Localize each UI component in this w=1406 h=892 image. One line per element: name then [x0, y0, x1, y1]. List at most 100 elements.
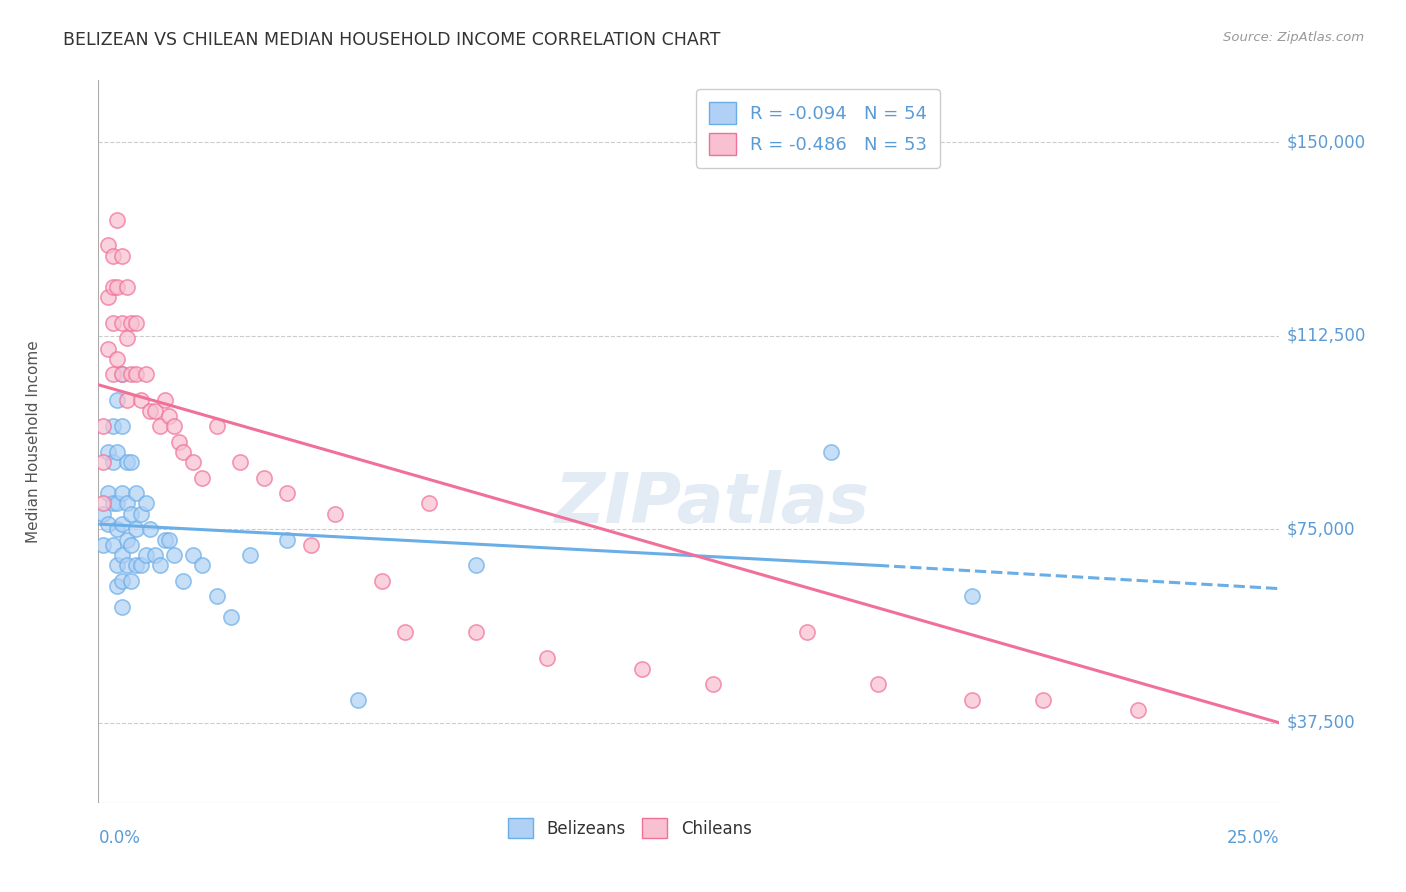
Point: [105, 351, 128, 366]
Point: [111, 548, 134, 562]
Point: [125, 368, 148, 382]
Point: [115, 393, 138, 408]
Point: [115, 455, 138, 469]
Point: [97, 342, 120, 356]
Point: [962, 692, 984, 706]
Point: [205, 419, 228, 434]
Point: [97, 290, 120, 304]
Point: [105, 558, 128, 573]
Point: [163, 419, 186, 434]
Point: [135, 368, 157, 382]
Point: [97, 445, 120, 459]
Point: [219, 610, 242, 624]
Point: [181, 548, 204, 562]
Point: [371, 574, 394, 588]
Point: [796, 625, 818, 640]
Point: [149, 558, 172, 573]
Text: $75,000: $75,000: [1286, 520, 1355, 538]
Point: [111, 368, 134, 382]
Point: [111, 574, 134, 588]
Text: 25.0%: 25.0%: [1227, 829, 1279, 847]
Point: [121, 455, 143, 469]
Point: [172, 445, 194, 459]
Point: [866, 677, 889, 691]
Point: [347, 692, 370, 706]
Point: [157, 533, 180, 547]
Point: [172, 574, 194, 588]
Text: 0.0%: 0.0%: [98, 829, 141, 847]
Point: [101, 496, 124, 510]
Point: [115, 558, 138, 573]
Point: [121, 507, 143, 521]
Text: BELIZEAN VS CHILEAN MEDIAN HOUSEHOLD INCOME CORRELATION CHART: BELIZEAN VS CHILEAN MEDIAN HOUSEHOLD INC…: [63, 31, 721, 49]
Point: [149, 419, 172, 434]
Point: [101, 368, 124, 382]
Point: [229, 455, 252, 469]
Point: [111, 517, 134, 532]
Point: [101, 538, 124, 552]
Point: [962, 590, 984, 604]
Point: [97, 517, 120, 532]
Point: [101, 419, 124, 434]
Point: [115, 496, 138, 510]
Point: [153, 533, 176, 547]
Point: [139, 522, 162, 536]
Point: [101, 316, 124, 330]
Point: [105, 496, 128, 510]
Point: [115, 279, 138, 293]
Point: [101, 249, 124, 263]
Point: [125, 316, 148, 330]
Point: [135, 496, 157, 510]
Point: [205, 590, 228, 604]
Point: [239, 548, 262, 562]
Point: [1032, 692, 1054, 706]
Point: [153, 393, 176, 408]
Text: Median Household Income: Median Household Income: [25, 340, 41, 543]
Point: [630, 662, 652, 676]
Point: [115, 533, 138, 547]
Point: [129, 393, 152, 408]
Point: [125, 522, 148, 536]
Point: [323, 507, 346, 521]
Point: [299, 538, 322, 552]
Point: [121, 574, 143, 588]
Point: [536, 651, 558, 665]
Text: ZIPatlas: ZIPatlas: [555, 470, 870, 537]
Point: [276, 533, 298, 547]
Point: [139, 403, 162, 417]
Point: [121, 538, 143, 552]
Point: [143, 403, 166, 417]
Point: [101, 455, 124, 469]
Point: [105, 279, 128, 293]
Point: [91, 419, 114, 434]
Point: [181, 455, 204, 469]
Point: [105, 445, 128, 459]
Point: [276, 486, 298, 500]
Point: [253, 471, 276, 485]
Point: [125, 486, 148, 500]
Point: [191, 471, 214, 485]
Text: $112,500: $112,500: [1286, 326, 1365, 344]
Point: [91, 455, 114, 469]
Point: [111, 368, 134, 382]
Point: [702, 677, 724, 691]
Point: [97, 238, 120, 252]
Point: [129, 558, 152, 573]
Point: [111, 599, 134, 614]
Point: [135, 548, 157, 562]
Point: [1126, 703, 1149, 717]
Point: [129, 507, 152, 521]
Point: [191, 558, 214, 573]
Point: [97, 486, 120, 500]
Point: [157, 409, 180, 423]
Point: [394, 625, 416, 640]
Point: [121, 316, 143, 330]
Point: [143, 548, 166, 562]
Point: [465, 558, 488, 573]
Point: [111, 419, 134, 434]
Point: [418, 496, 440, 510]
Point: [115, 331, 138, 345]
Point: [111, 486, 134, 500]
Point: [91, 507, 114, 521]
Point: [167, 434, 190, 449]
